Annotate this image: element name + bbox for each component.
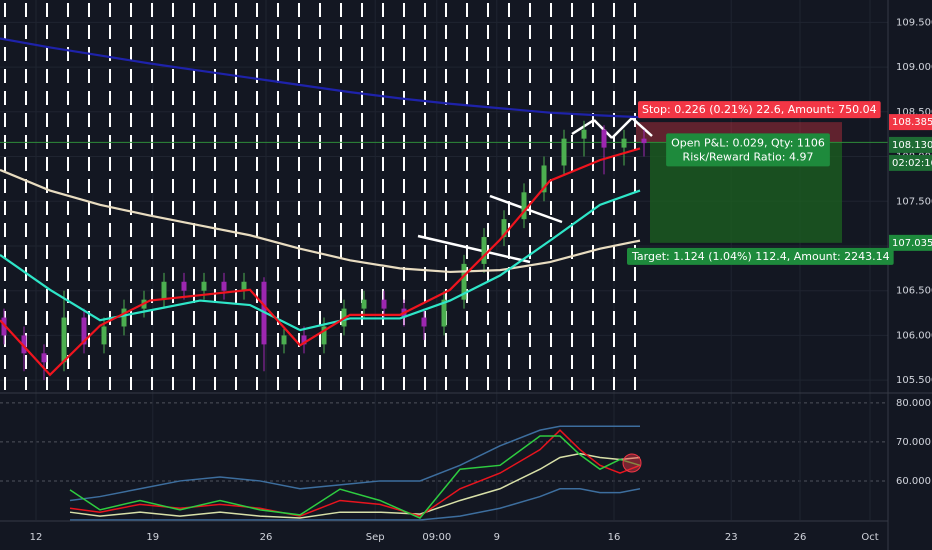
candle-body (561, 138, 567, 166)
y-tick-label: 60.000 (896, 476, 931, 487)
series-line (0, 189, 641, 332)
candle-body (201, 281, 207, 291)
candle-body (161, 281, 167, 300)
candle-body (101, 326, 107, 345)
y-tick-label: 80.000 (896, 398, 931, 409)
label-box (666, 133, 830, 167)
x-tick-label: 16 (608, 532, 621, 543)
price-tag (889, 114, 932, 131)
x-tick-label: 9 (494, 532, 500, 543)
price-tag (889, 136, 932, 153)
price-tag-label: 108.130 (892, 140, 932, 151)
x-tick-label: 23 (725, 532, 738, 543)
price-tag-label: 108.385 (892, 117, 932, 128)
candle-body (641, 138, 647, 144)
candle-body (361, 299, 367, 309)
label-box (627, 247, 894, 265)
y-tick-label: 107.500 (896, 196, 932, 207)
drawing-line (593, 119, 613, 139)
series-line (69, 435, 641, 519)
series-line (69, 425, 640, 502)
candle-body (281, 335, 287, 345)
candle-body (241, 281, 247, 291)
candle-body (301, 335, 307, 345)
series-line (70, 488, 641, 521)
candle-body (621, 138, 627, 148)
x-tick-label: 26 (794, 532, 807, 543)
drawing-line (417, 234, 531, 264)
candle-body (61, 317, 67, 363)
candle-body (381, 299, 387, 309)
y-tick-label: 106.500 (896, 286, 932, 297)
position-label: Risk/Reward Ratio: 4.97 (683, 150, 814, 163)
y-tick-label: 106.000 (896, 330, 932, 341)
y-tick-label: 108.500 (896, 107, 932, 118)
series-line (69, 429, 641, 517)
drawing-line (571, 118, 595, 136)
series-line (0, 37, 641, 119)
candle-body (481, 237, 487, 264)
candle-body (41, 353, 47, 363)
position-label: Stop: 0.226 (0.21%) 22.6, Amount: 750.04 (642, 103, 877, 116)
candle-body (461, 263, 467, 300)
series-line (0, 168, 641, 274)
y-tick-label: 109.000 (896, 62, 932, 73)
candle-body (221, 281, 227, 291)
countdown-tag (889, 154, 932, 171)
drawing-line (631, 117, 653, 137)
candle-body (21, 335, 27, 354)
candle-body (321, 326, 327, 345)
position-label: Open P&L: 0.029, Qty: 1106 (671, 136, 825, 149)
series-line (0, 147, 641, 377)
series-line (69, 452, 641, 519)
candle-body (1, 317, 7, 336)
candle-body (601, 129, 607, 148)
y-tick-label: 70.000 (896, 437, 931, 448)
candle-body (121, 308, 127, 327)
x-tick-label: 19 (146, 532, 159, 543)
price-tag (889, 234, 932, 251)
x-tick-label: Oct (861, 532, 878, 543)
candle-body (181, 281, 187, 291)
price-tag-label: 107.035 (892, 238, 932, 249)
x-tick-label: 12 (30, 532, 43, 543)
candle-body (501, 219, 507, 238)
position-label: Target: 1.124 (1.04%) 112.4, Amount: 224… (631, 250, 890, 263)
drawing-line (611, 117, 633, 139)
y-tick-label: 109.500 (896, 17, 932, 28)
candle-body (521, 192, 527, 220)
candle-body (81, 317, 87, 345)
candle-body (581, 129, 587, 139)
countdown: 02:02:16 (892, 158, 932, 169)
label-box (638, 101, 881, 119)
candle-body (441, 299, 447, 327)
annotation-circle (622, 453, 642, 473)
y-tick-label: 105.500 (896, 375, 932, 386)
candle-body (541, 165, 547, 193)
x-tick-label: 09:00 (422, 532, 451, 543)
x-tick-label: 26 (260, 532, 273, 543)
x-tick-label: Sep (366, 532, 385, 543)
candle-body (421, 317, 427, 327)
